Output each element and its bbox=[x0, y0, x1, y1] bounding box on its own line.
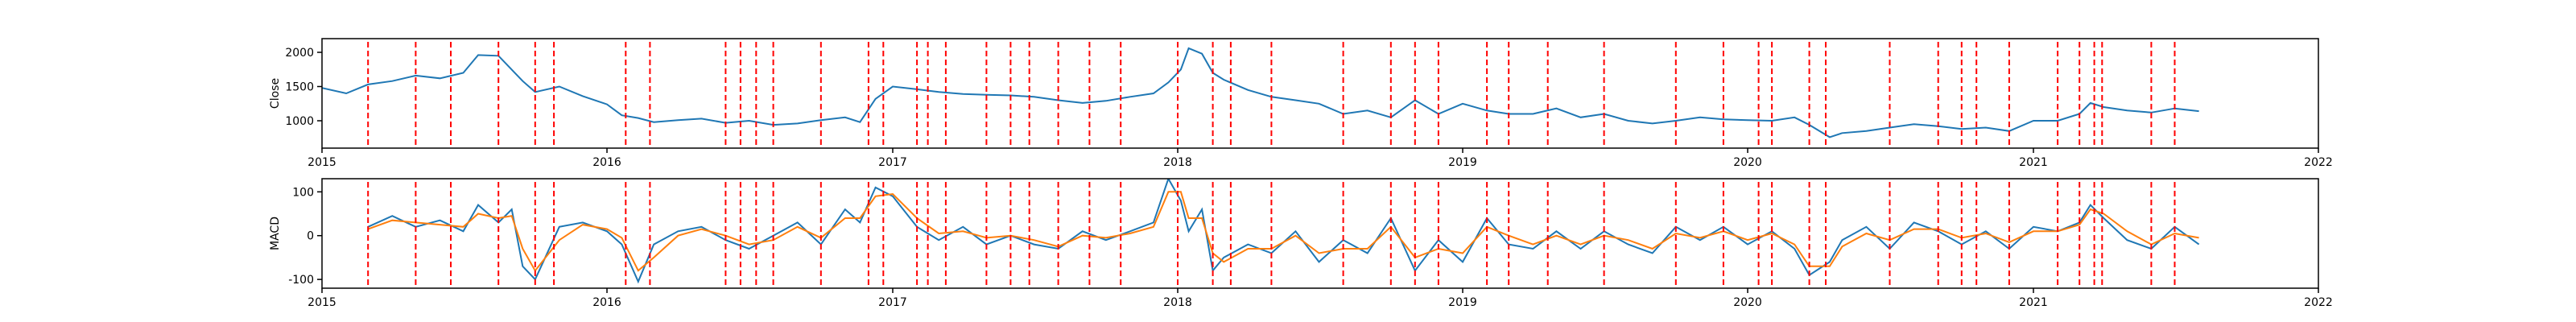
x-tick-label-1-2: 2017 bbox=[878, 296, 907, 309]
x-tick-label-0-2: 2017 bbox=[878, 156, 907, 169]
series-line-1-0 bbox=[367, 179, 2200, 284]
x-tick-label-0-1: 2016 bbox=[592, 156, 621, 169]
x-tick-label-1-7: 2022 bbox=[2304, 296, 2333, 309]
x-tick-label-1-0: 2015 bbox=[308, 296, 336, 309]
x-tick-label-0-7: 2022 bbox=[2304, 156, 2333, 169]
y-tick-label-1-1: 0 bbox=[307, 230, 314, 243]
y-tick-label-1-0: -100 bbox=[288, 274, 314, 287]
x-tick-label-0-0: 2015 bbox=[308, 156, 336, 169]
y-tick-label-0-1: 1500 bbox=[285, 81, 314, 94]
x-tick-label-1-5: 2020 bbox=[1733, 296, 1762, 309]
x-tick-label-1-3: 2018 bbox=[1163, 296, 1192, 309]
x-tick-label-0-4: 2019 bbox=[1448, 156, 1477, 169]
x-tick-label-0-3: 2018 bbox=[1163, 156, 1192, 169]
axes-frame-1 bbox=[321, 178, 2319, 289]
series-line-1-1 bbox=[367, 191, 2199, 272]
axes-frame-0 bbox=[321, 38, 2319, 149]
x-tick-label-1-4: 2019 bbox=[1448, 296, 1477, 309]
y-axis-label-0: Close bbox=[269, 78, 282, 109]
x-tick-label-0-6: 2021 bbox=[2019, 156, 2048, 169]
y-tick-label-0-0: 1000 bbox=[285, 115, 314, 128]
x-tick-label-1-6: 2021 bbox=[2019, 296, 2048, 309]
y-tick-label-1-2: 100 bbox=[292, 186, 314, 199]
x-tick-label-1-1: 2016 bbox=[592, 296, 621, 309]
macd-panel: -100 0 100 2015 2016 2017 2018 2019 2020 2021 2022… bbox=[269, 178, 2333, 309]
close-price-panel: 1000 1500 2000 2015 2016 2017 2018 2019 2020 2021… bbox=[269, 38, 2333, 169]
x-tick-label-0-5: 2020 bbox=[1733, 156, 1762, 169]
y-axis-label-1: MACD bbox=[269, 217, 282, 250]
series-line-0-0 bbox=[322, 47, 2199, 138]
y-tick-label-0-2: 2000 bbox=[285, 47, 314, 60]
